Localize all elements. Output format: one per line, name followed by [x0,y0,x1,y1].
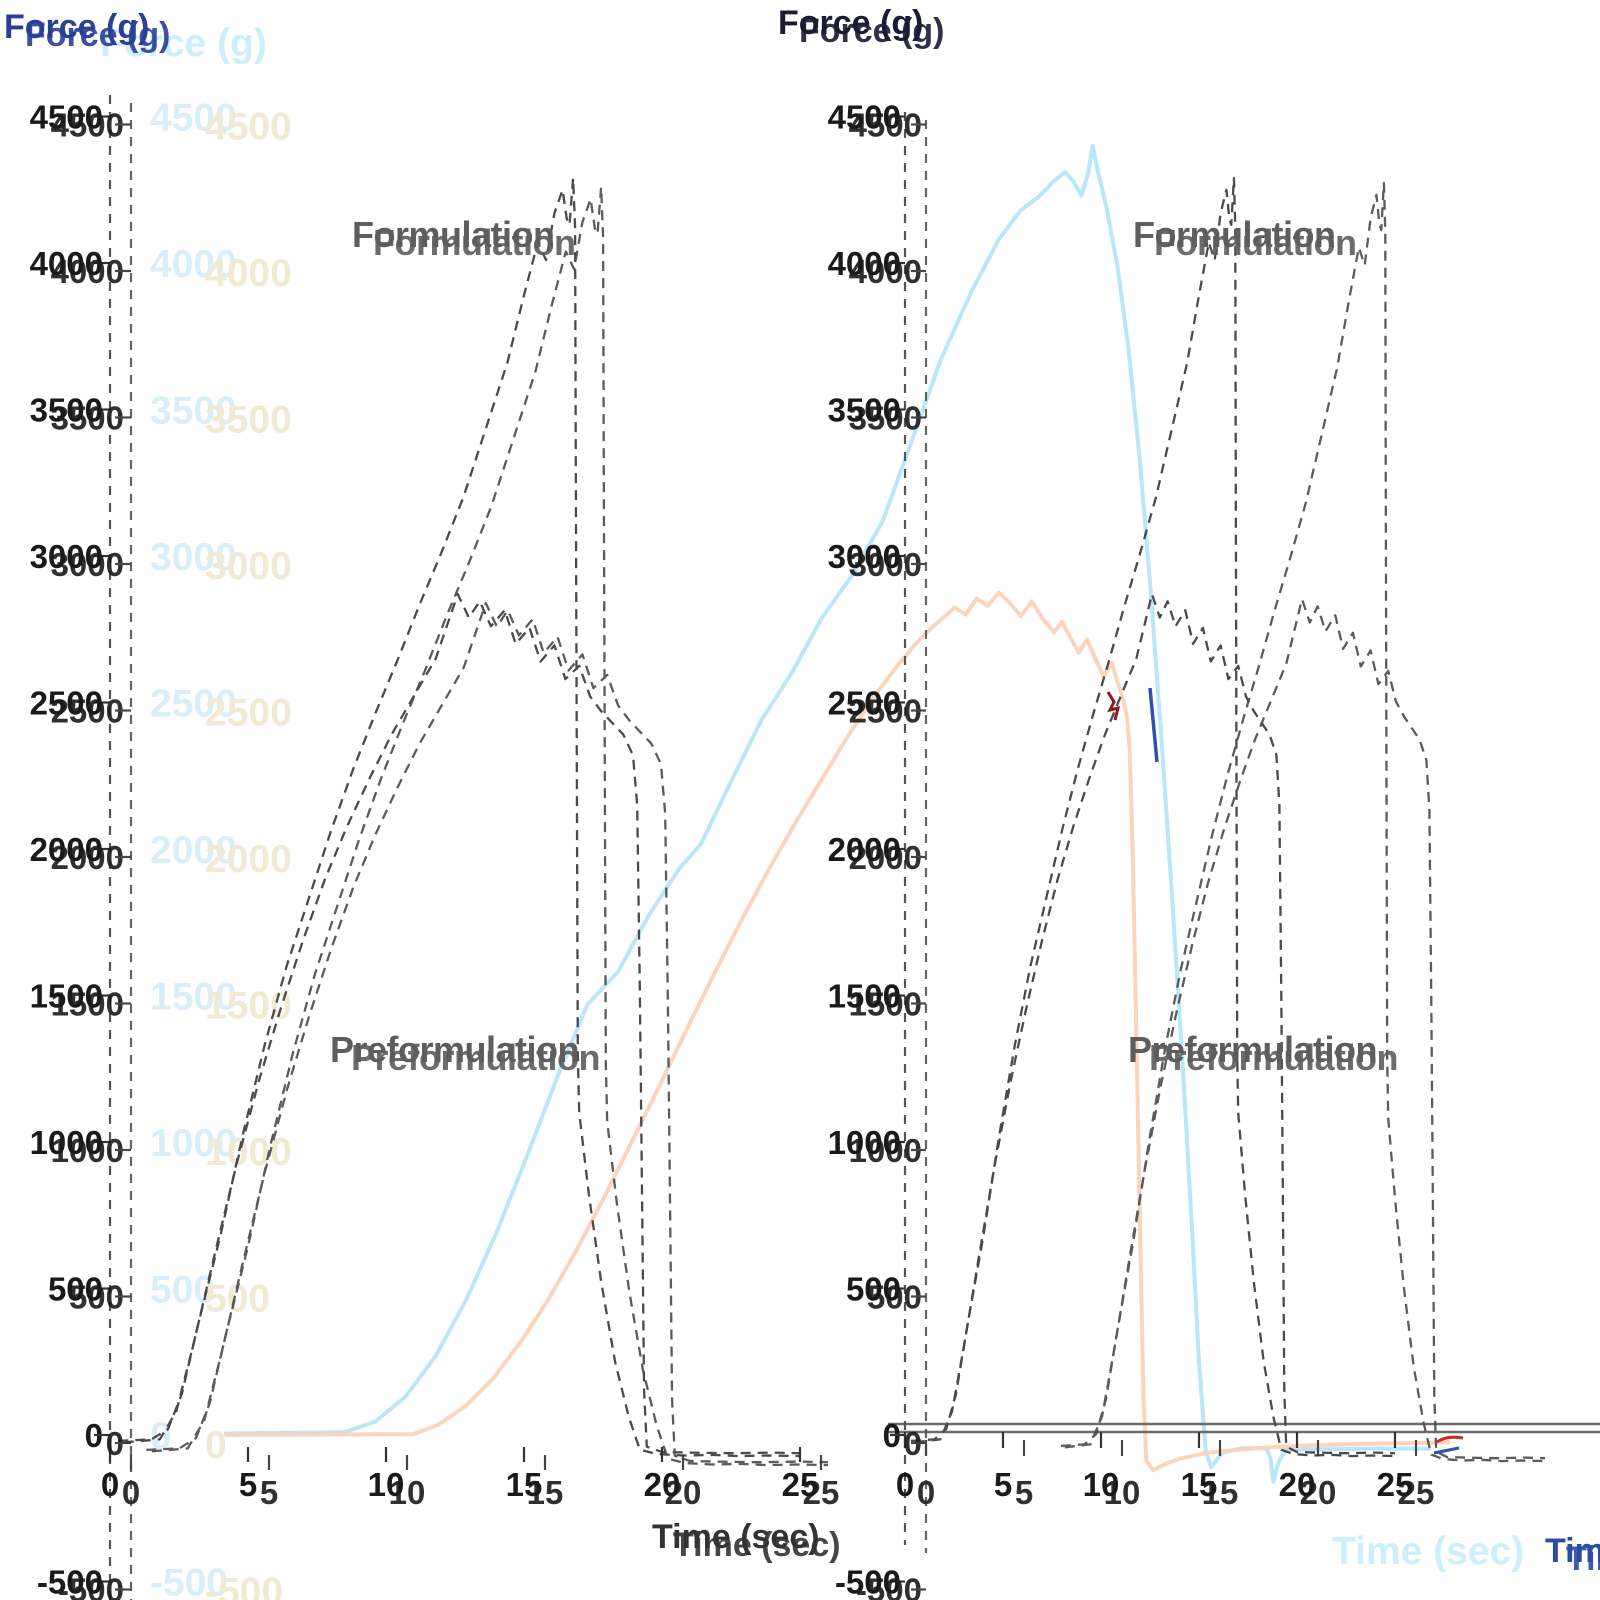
pale-ytick-label: 4500 [150,97,237,140]
pale-overlay-layer: Force (g) Time (sec) 4500450040004000350… [100,22,1524,1600]
left-formulation-curve [118,176,801,1458]
pale-ytick-label: 1000 [150,1122,237,1165]
xtick-label: 0 [896,1466,914,1503]
pale-time-axis-title: Time (sec) [1332,1530,1524,1573]
blue-tail-mark [1433,1446,1460,1455]
overlay-salmon-curve [223,590,1451,1473]
pale-ytick-label-ghost: 4500 [205,106,292,149]
pale-ytick-label-ghost: 4000 [205,252,292,295]
xtick-label: 5 [994,1466,1012,1503]
ytick-label: 0 [85,1417,103,1454]
pale-ytick-label: 500 [150,1269,215,1312]
overlay-lightblue-curve [223,143,1432,1484]
pale-ytick-label-ghost: 2000 [205,838,292,881]
pale-ytick-label-ghost: 3000 [205,545,292,588]
pale-ytick-label-ghost: -500 [205,1571,283,1600]
blue-overlap-mark [1148,687,1159,763]
xtick-label: 5 [239,1466,257,1503]
right-formulation-curve [910,176,1396,1458]
pale-ytick-label-ghost: 3500 [205,399,292,442]
pale-ytick-label: 4000 [150,243,237,286]
darkred-overlap-mark [1106,691,1121,721]
pale-ytick-label: 2500 [150,683,237,726]
left-panel-curves [118,176,801,1458]
pale-ytick-label-ghost: 2500 [205,692,292,735]
pale-ytick-label: 3500 [150,390,237,433]
pale-ytick-label: 3000 [150,536,237,579]
pale-ytick-label: -500 [150,1562,228,1600]
left-preformulation-curve [123,592,801,1455]
xtick-label: 0 [101,1466,119,1503]
pale-ytick-label-ghost: 1500 [205,985,292,1028]
left-panel-curves-ghost [145,185,830,1467]
pale-ytick-label: 2000 [150,829,237,872]
right-preformulation-curve [914,592,1396,1455]
red-tail-mark [1436,1435,1464,1444]
pale-ytick-label: 1500 [150,976,237,1019]
pale-ytick-label-ghost: 1000 [205,1131,292,1174]
pale-ytick-label-ghost: 0 [205,1424,227,1467]
right-panel-curves [910,176,1396,1458]
